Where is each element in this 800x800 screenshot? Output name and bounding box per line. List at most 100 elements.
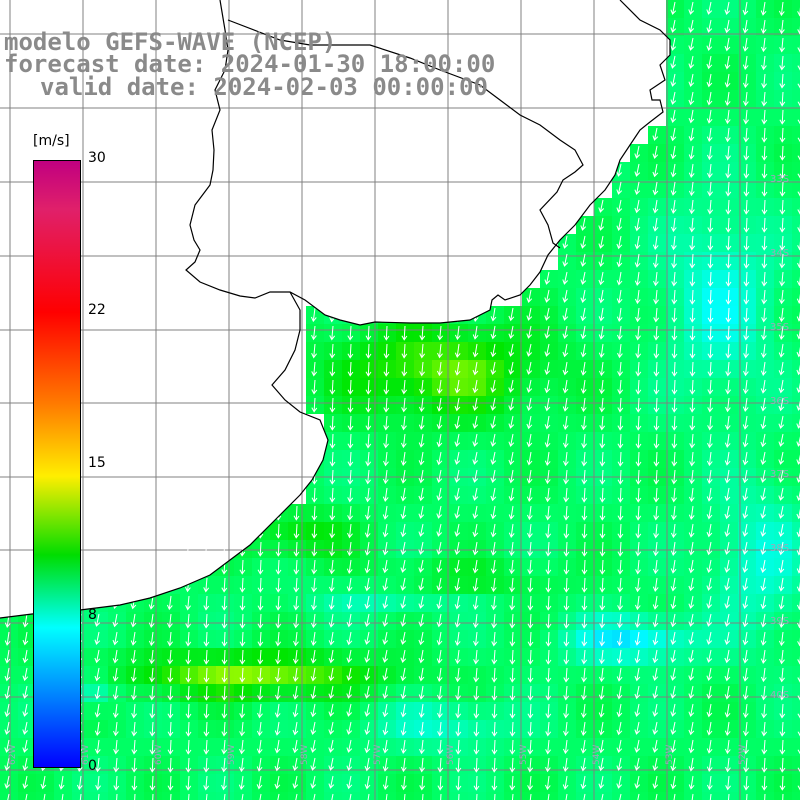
wind-cell: [648, 162, 666, 180]
wind-arrow: [671, 343, 678, 359]
wind-arrow: [599, 541, 606, 557]
wind-arrow: [706, 73, 713, 88]
wind-cell: [630, 594, 648, 612]
wind-arrow: [724, 451, 731, 466]
wind-arrow: [724, 19, 731, 34]
wind-arrow: [760, 469, 767, 483]
wind-arrow: [599, 451, 606, 467]
wind-arrow: [670, 595, 677, 610]
wind-cell: [702, 90, 720, 108]
wind-cell: [396, 540, 414, 558]
wind-cell: [792, 198, 800, 216]
wind-arrow: [562, 433, 569, 449]
wind-arrow: [617, 595, 623, 611]
wind-cell: [594, 648, 612, 666]
wind-arrow: [724, 541, 731, 555]
wind-arrow: [779, 235, 786, 251]
wind-cell: [684, 234, 702, 252]
wind-cell: [522, 342, 540, 360]
wind-cell: [594, 288, 612, 306]
wind-cell: [792, 288, 800, 306]
wind-arrow: [581, 541, 588, 557]
wind-cell: [504, 450, 522, 468]
wind-arrow: [689, 469, 695, 485]
wind-cell: [792, 108, 800, 126]
wind-arrow: [617, 577, 624, 593]
wind-arrow: [580, 739, 587, 754]
wind-arrow: [184, 559, 191, 575]
wind-arrow: [293, 631, 299, 647]
wind-arrow: [94, 613, 101, 627]
wind-arrow: [779, 91, 786, 107]
wind-arrow: [797, 767, 800, 773]
wind-arrow: [760, 523, 767, 537]
wind-cell: [702, 540, 720, 558]
wind-arrow: [797, 189, 800, 197]
wind-cell: [648, 198, 666, 216]
wind-cell: [414, 450, 432, 468]
wind-arrow: [508, 469, 515, 484]
wind-arrow: [581, 523, 588, 539]
wind-arrow: [490, 379, 497, 393]
wind-arrow: [454, 559, 461, 574]
wind-cell: [684, 522, 702, 540]
colorbar-tick-30: 30: [88, 150, 106, 166]
wind-cell: [702, 504, 720, 522]
wind-arrow: [671, 289, 678, 305]
wind-cell: [342, 594, 360, 612]
wind-cell: [792, 486, 800, 504]
wind-arrow: [761, 127, 768, 143]
wind-arrow: [455, 757, 462, 773]
wind-cell: [126, 648, 144, 666]
wind-cell: [558, 486, 576, 504]
wind-arrow: [725, 775, 731, 791]
wind-arrow: [130, 667, 137, 683]
wind-cell: [108, 666, 126, 684]
wind-arrow: [670, 163, 677, 178]
wind-cell: [396, 648, 414, 666]
wind-arrow: [760, 541, 767, 555]
wind-cell: [414, 738, 432, 756]
wind-arrow: [203, 739, 210, 755]
wind-cell: [540, 720, 558, 738]
latitude-label: 37S: [770, 469, 790, 480]
wind-cell: [792, 252, 800, 270]
wind-arrow: [742, 685, 749, 700]
wind-arrow: [563, 451, 569, 467]
wind-cell: [378, 576, 396, 594]
wind-cell: [648, 666, 666, 684]
wind-arrow: [472, 361, 479, 376]
latitude-label: 38S: [770, 543, 790, 554]
wind-arrow: [634, 289, 641, 305]
wind-arrow: [311, 451, 318, 467]
wind-cell: [540, 432, 558, 450]
wind-arrow: [491, 613, 497, 629]
wind-cell: [108, 774, 126, 792]
wind-arrow: [203, 775, 210, 791]
wind-arrow: [167, 757, 174, 773]
wind-arrow: [707, 199, 714, 215]
wind-arrow: [419, 757, 425, 773]
wind-cell: [612, 360, 630, 378]
wind-arrow: [544, 343, 551, 357]
wind-arrow: [761, 73, 767, 89]
wind-arrow: [688, 757, 695, 772]
wind-cell: [576, 324, 594, 342]
wind-cell: [738, 414, 756, 432]
wind-cell: [612, 702, 630, 720]
wind-cell: [486, 450, 504, 468]
wind-cell: [306, 612, 324, 630]
wind-cell: [774, 288, 792, 306]
wind-arrow: [436, 541, 443, 555]
wind-arrow: [796, 311, 800, 322]
wind-arrow: [257, 595, 264, 611]
wind-arrow: [797, 730, 800, 737]
wind-arrow: [671, 469, 678, 485]
wind-arrow: [760, 559, 767, 574]
wind-arrow: [778, 415, 785, 430]
wind-cell: [18, 630, 36, 648]
wind-cell: [468, 666, 486, 684]
wind-arrow: [292, 739, 299, 754]
wind-arrow: [257, 541, 264, 557]
wind-arrow: [652, 721, 659, 735]
